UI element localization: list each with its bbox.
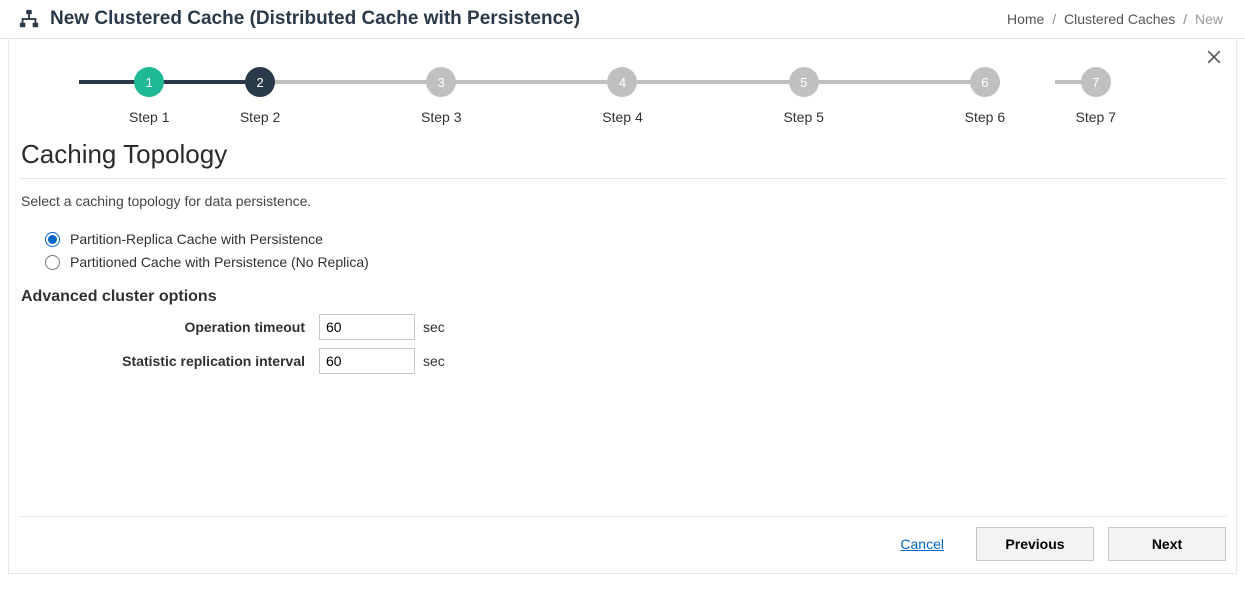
step-label: Step 5 bbox=[783, 109, 823, 125]
step-circle: 3 bbox=[426, 67, 456, 97]
step-circle: 7 bbox=[1081, 67, 1111, 97]
topology-radio-group: Partition-Replica Cache with Persistence… bbox=[45, 231, 1226, 270]
operation-timeout-input[interactable] bbox=[319, 314, 415, 340]
close-icon[interactable] bbox=[1204, 47, 1224, 70]
page-title: New Clustered Cache (Distributed Cache w… bbox=[50, 8, 580, 30]
replication-interval-label: Statistic replication interval bbox=[19, 353, 319, 369]
step-circle: 1 bbox=[134, 67, 164, 97]
breadcrumb: Home / Clustered Caches / New bbox=[1007, 11, 1223, 27]
step-circle: 5 bbox=[789, 67, 819, 97]
step-circle: 6 bbox=[970, 67, 1000, 97]
step-4: 4 Step 4 bbox=[532, 67, 713, 125]
radio-label: Partition-Replica Cache with Persistence bbox=[70, 231, 323, 247]
step-5: 5 Step 5 bbox=[713, 67, 894, 125]
step-label: Step 4 bbox=[602, 109, 642, 125]
wizard-footer: Cancel Previous Next bbox=[19, 516, 1226, 561]
page-header: New Clustered Cache (Distributed Cache w… bbox=[0, 0, 1245, 39]
previous-button[interactable]: Previous bbox=[976, 527, 1094, 561]
step-circle: 2 bbox=[245, 67, 275, 97]
step-label: Step 1 bbox=[129, 109, 169, 125]
cancel-button[interactable]: Cancel bbox=[900, 536, 944, 552]
step-3: 3 Step 3 bbox=[351, 67, 532, 125]
section-title: Caching Topology bbox=[21, 139, 1226, 170]
sitemap-icon bbox=[18, 8, 40, 30]
step-label: Step 7 bbox=[1076, 109, 1116, 125]
radio-partition-replica[interactable]: Partition-Replica Cache with Persistence bbox=[45, 231, 1226, 247]
step-7: 7 Step 7 bbox=[1076, 67, 1116, 125]
step-label: Step 6 bbox=[965, 109, 1005, 125]
operation-timeout-row: Operation timeout sec bbox=[19, 314, 1226, 340]
next-button[interactable]: Next bbox=[1108, 527, 1226, 561]
advanced-options-title: Advanced cluster options bbox=[21, 288, 1226, 306]
radio-partitioned-no-replica[interactable]: Partitioned Cache with Persistence (No R… bbox=[45, 254, 1226, 270]
step-1[interactable]: 1 Step 1 bbox=[129, 67, 169, 125]
help-text: Select a caching topology for data persi… bbox=[21, 193, 1226, 209]
radio-label: Partitioned Cache with Persistence (No R… bbox=[70, 254, 369, 270]
title-wrap: New Clustered Cache (Distributed Cache w… bbox=[18, 8, 580, 30]
step-6: 6 Step 6 bbox=[894, 67, 1075, 125]
divider bbox=[19, 178, 1226, 179]
wizard-panel: 1 Step 1 2 Step 2 3 Step 3 4 Step 4 5 St… bbox=[8, 39, 1237, 574]
breadcrumb-home[interactable]: Home bbox=[1007, 11, 1044, 27]
replication-interval-unit: sec bbox=[423, 353, 445, 369]
radio-input-partition-replica[interactable] bbox=[45, 232, 60, 247]
operation-timeout-unit: sec bbox=[423, 319, 445, 335]
breadcrumb-clustered-caches[interactable]: Clustered Caches bbox=[1064, 11, 1175, 27]
step-label: Step 2 bbox=[240, 109, 280, 125]
breadcrumb-current: New bbox=[1195, 11, 1223, 27]
step-label: Step 3 bbox=[421, 109, 461, 125]
breadcrumb-sep: / bbox=[1048, 11, 1060, 27]
step-circle: 4 bbox=[607, 67, 637, 97]
replication-interval-input[interactable] bbox=[319, 348, 415, 374]
operation-timeout-label: Operation timeout bbox=[19, 319, 319, 335]
breadcrumb-sep: / bbox=[1179, 11, 1191, 27]
step-2[interactable]: 2 Step 2 bbox=[169, 67, 350, 125]
radio-input-partitioned-no-replica[interactable] bbox=[45, 255, 60, 270]
stepper: 1 Step 1 2 Step 2 3 Step 3 4 Step 4 5 St… bbox=[19, 67, 1226, 125]
replication-interval-row: Statistic replication interval sec bbox=[19, 348, 1226, 374]
